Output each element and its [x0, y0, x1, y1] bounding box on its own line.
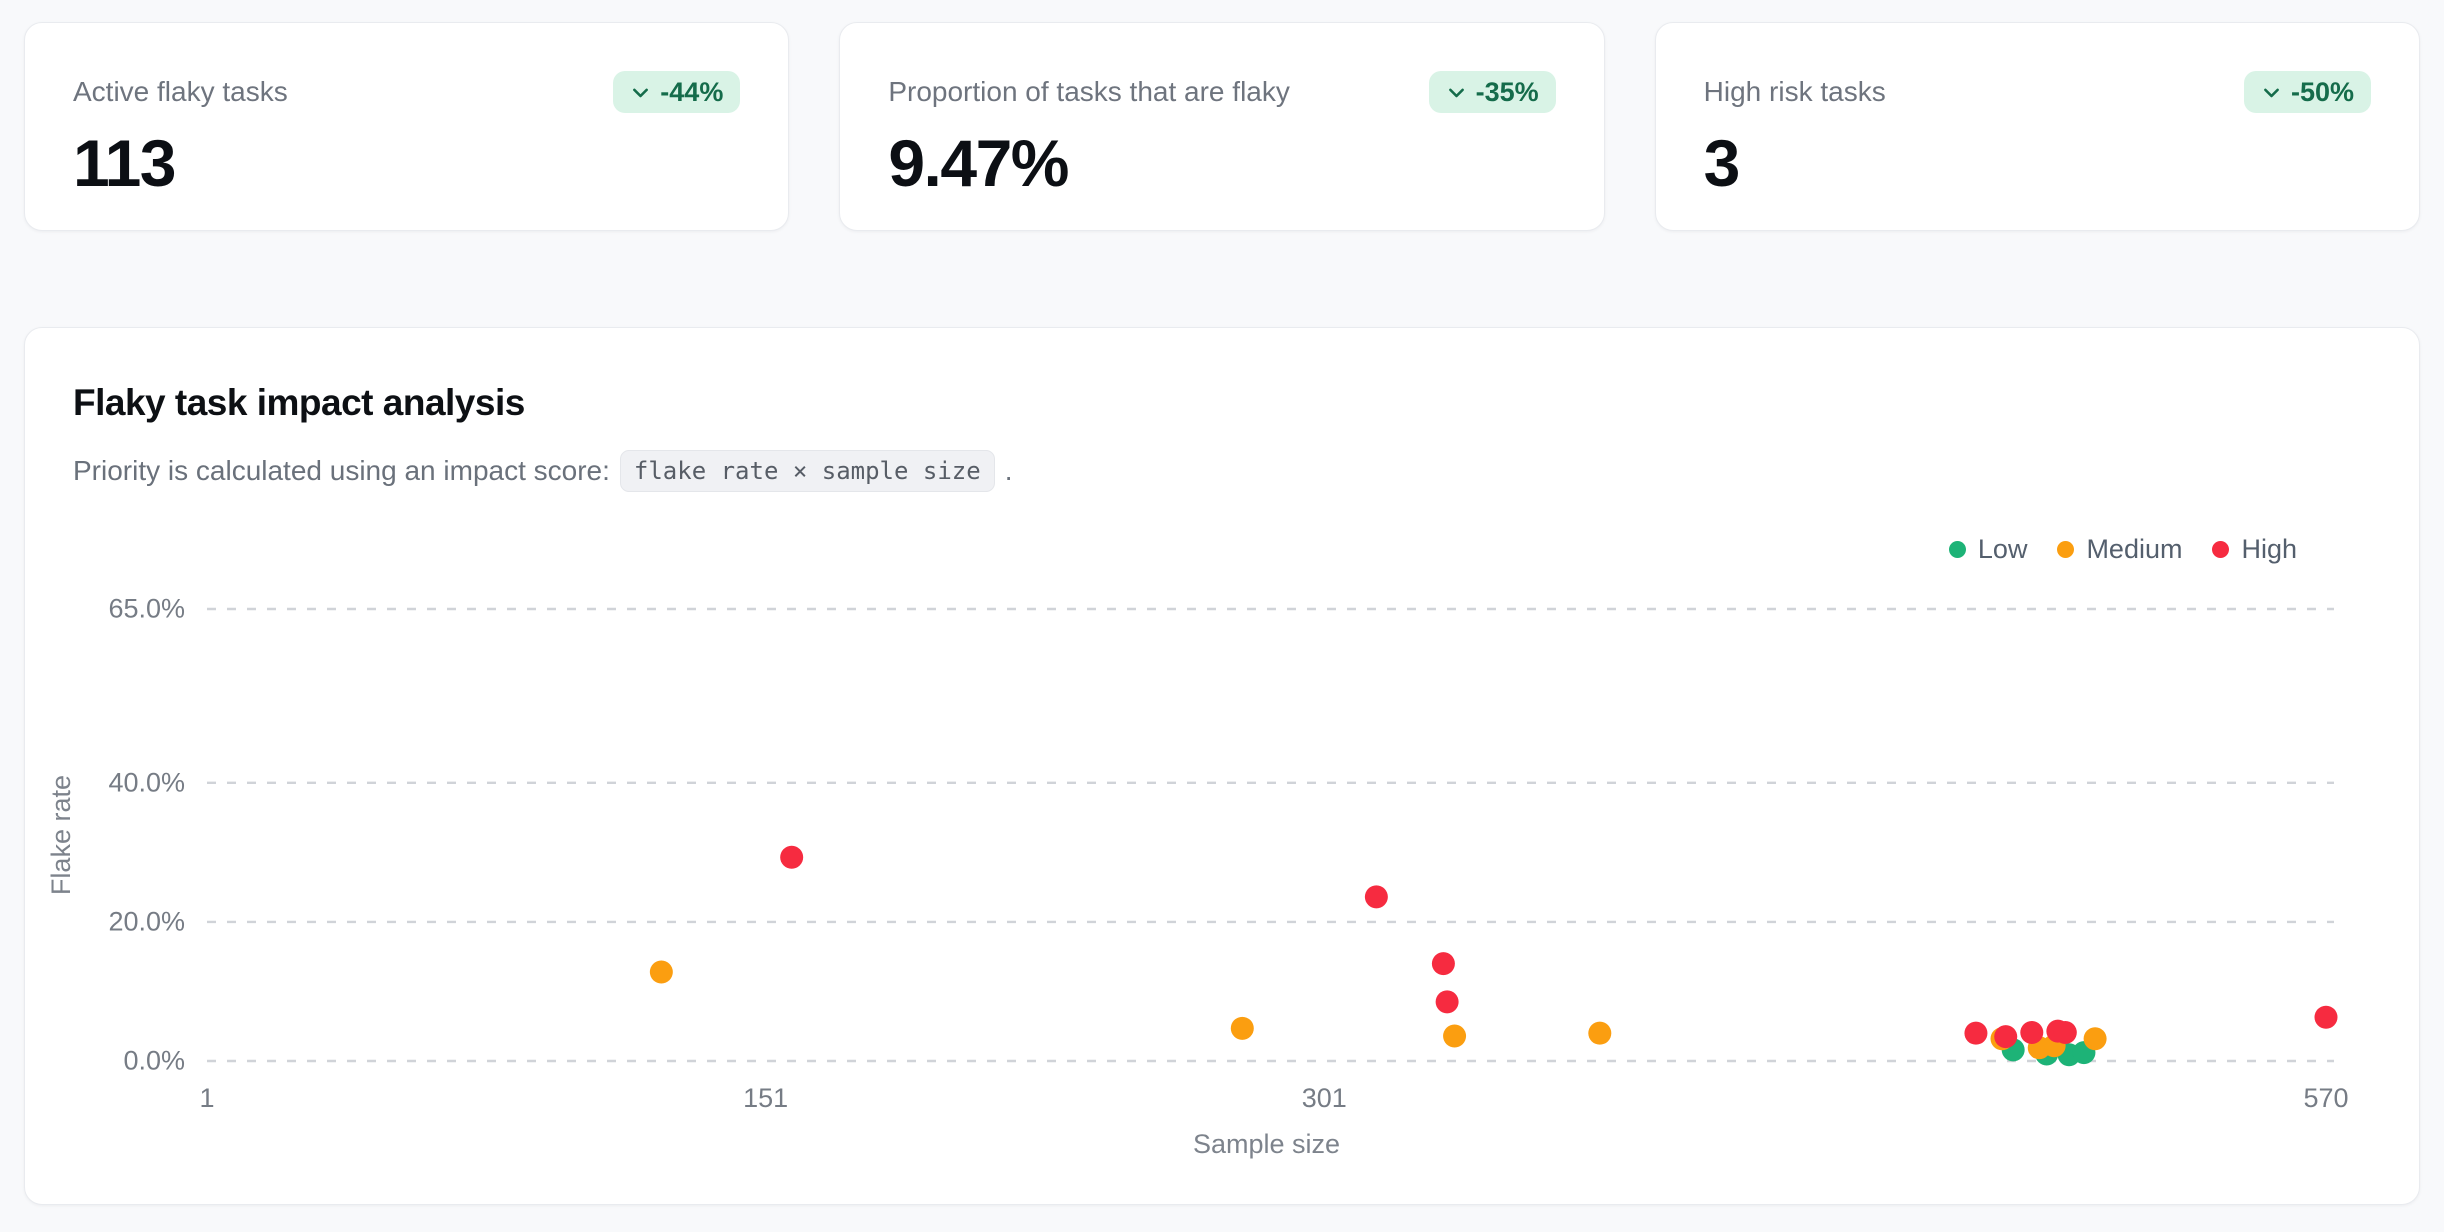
- scatter-point-high: [2053, 1020, 2077, 1044]
- scatter-chart: 0.0% 20.0% 40.0% 65.0% 1 151 301 570 Sample si…: [46, 594, 2349, 1160]
- panel-subtitle: Priority is calculated using an impact s…: [73, 450, 1012, 492]
- legend-label: Medium: [2086, 534, 2183, 564]
- chevron-down-icon: [633, 88, 649, 97]
- delta-value: -35%: [1475, 76, 1539, 107]
- x-tick-label: 301: [1301, 1083, 1347, 1113]
- legend-label: High: [2241, 534, 2297, 564]
- scatter-point-medium: [1588, 1021, 1612, 1045]
- legend-item-high[interactable]: High: [2212, 534, 2297, 565]
- stat-card-active-flaky-tasks: Active flaky tasks -44% 113: [24, 22, 790, 231]
- y-tick-label: 40.0%: [108, 767, 185, 798]
- delta-badge: -35%: [1428, 71, 1556, 113]
- stat-cards-row: Active flaky tasks -44% 113 Proportion o…: [24, 22, 2420, 231]
- legend-item-low[interactable]: Low: [1948, 534, 2028, 565]
- legend-item-medium[interactable]: Medium: [2057, 534, 2182, 565]
- chart-panel: Flaky task impact analysis Priority is c…: [24, 327, 2420, 1205]
- stat-card-label: Proportion of tasks that are flaky: [888, 76, 1290, 107]
- scatter-point-high: [1431, 952, 1455, 976]
- x-tick-label: 151: [743, 1083, 789, 1113]
- impact-score-formula-chip: flake rate × sample size: [619, 450, 995, 492]
- chevron-down-icon: [1448, 88, 1464, 97]
- scatter-point-high: [780, 845, 804, 869]
- scatter-point-medium: [649, 960, 673, 984]
- x-tick-label: 570: [2303, 1083, 2349, 1113]
- legend-swatch-icon: [1948, 541, 1966, 558]
- subtitle-period: .: [1004, 455, 1013, 486]
- y-tick-label: 0.0%: [123, 1045, 185, 1076]
- y-tick-label: 20.0%: [108, 906, 185, 937]
- chevron-down-icon: [2264, 88, 2279, 97]
- scatter-point-high: [1435, 990, 1459, 1014]
- scatter-point-high: [1964, 1021, 1988, 1045]
- legend-swatch-icon: [2057, 541, 2075, 558]
- stat-card-header: High risk tasks -50%: [1704, 71, 2371, 113]
- legend-swatch-icon: [2212, 541, 2230, 558]
- panel-title: Flaky task impact analysis: [73, 382, 525, 423]
- y-axis-title-wrap: Flake rate: [39, 609, 83, 1061]
- scatter-point-high: [2314, 1005, 2338, 1029]
- scatter-point-medium: [2083, 1027, 2107, 1051]
- stat-card-flaky-proportion: Proportion of tasks that are flaky -35% …: [839, 22, 1605, 231]
- delta-value: -50%: [2290, 76, 2354, 107]
- scatter-plot-canvas: [207, 607, 2338, 1067]
- x-tick-label: 1: [199, 1083, 215, 1113]
- y-tick-label: 65.0%: [108, 593, 185, 624]
- stat-card-value: 9.47%: [888, 126, 1069, 200]
- delta-badge: -50%: [2243, 71, 2371, 113]
- x-axis-title: Sample size: [1192, 1129, 1341, 1159]
- scatter-point-medium: [1230, 1016, 1254, 1040]
- stat-card-label: Active flaky tasks: [73, 76, 288, 107]
- chart-legend: Low Medium High: [1948, 534, 2297, 565]
- subtitle-text: Priority is calculated using an impact s…: [73, 455, 610, 486]
- stat-card-high-risk-tasks: High risk tasks -50% 3: [1654, 22, 2420, 231]
- y-axis-title: Flake rate: [45, 774, 76, 896]
- stat-card-header: Proportion of tasks that are flaky -35%: [888, 71, 1556, 113]
- stat-card-header: Active flaky tasks -44%: [73, 71, 741, 113]
- scatter-point-high: [1994, 1025, 2018, 1049]
- stat-card-value: 113: [73, 126, 176, 200]
- scatter-point-high: [2020, 1020, 2044, 1044]
- delta-value: -44%: [660, 76, 724, 107]
- scatter-point-high: [1364, 885, 1388, 909]
- legend-label: Low: [1977, 534, 2028, 564]
- stat-card-value: 3: [1703, 126, 1741, 200]
- scatter-point-medium: [1443, 1024, 1467, 1048]
- delta-badge: -44%: [613, 71, 741, 113]
- stat-card-label: High risk tasks: [1703, 76, 1886, 107]
